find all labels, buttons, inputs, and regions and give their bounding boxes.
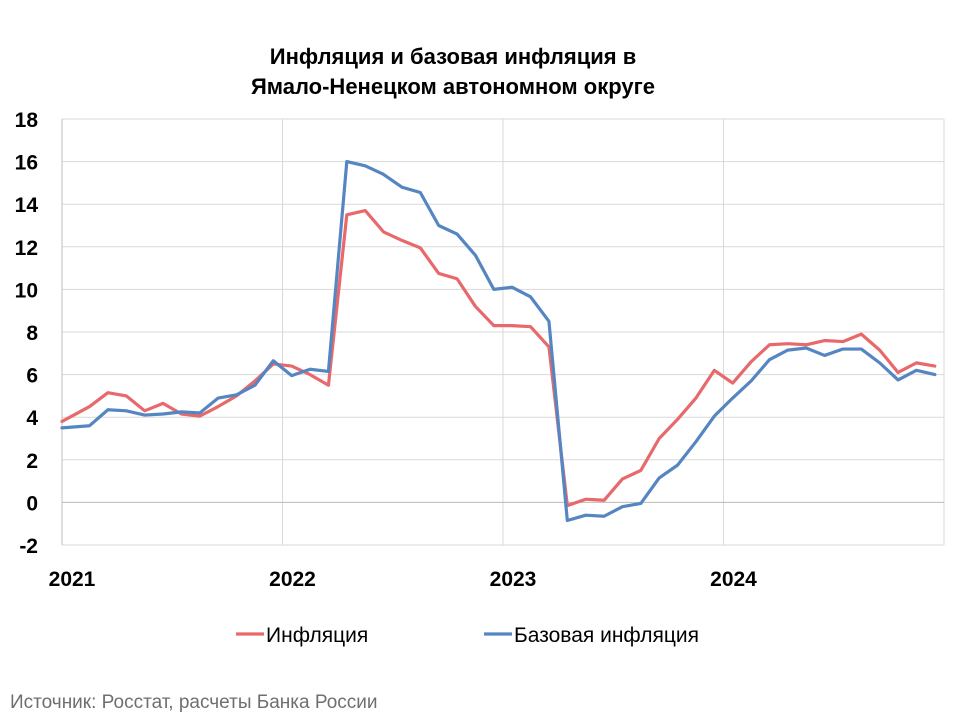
y-tick-label: 10 xyxy=(15,279,38,302)
y-tick-label: 14 xyxy=(15,194,39,217)
y-tick-label: 16 xyxy=(15,152,38,175)
y-tick-label: 6 xyxy=(26,365,38,388)
y-tick-label: 0 xyxy=(26,492,38,515)
y-tick-label: 8 xyxy=(26,322,38,345)
x-tick-label: 2024 xyxy=(710,568,757,591)
legend-label-2: Базовая инфляция xyxy=(514,624,699,647)
x-tick-label: 2023 xyxy=(490,568,537,591)
chart-title-line1: Инфляция и базовая инфляция в xyxy=(269,44,637,69)
y-tick-label: 2 xyxy=(26,450,38,473)
series-line-1 xyxy=(60,208,937,508)
source-note: Источник: Росстат, расчеты Банка России xyxy=(10,692,378,713)
chart-title-line2: Ямало-Ненецком автономном округе xyxy=(250,74,656,99)
legend-label-1: Инфляция xyxy=(266,624,368,647)
x-tick-label: 2022 xyxy=(269,568,316,591)
y-tick-label: 4 xyxy=(26,407,38,430)
y-tick-label: -2 xyxy=(19,535,38,558)
y-tick-label: 18 xyxy=(15,109,39,132)
line-chart: 18 16 14 12 10 8 6 4 2 0 -2 2021 2022 2023 2024 Инфляци… xyxy=(15,109,945,647)
series-line-2 xyxy=(60,160,937,523)
chart-title: Инфляция и базовая инфляция в Ямало-Нене… xyxy=(0,42,906,102)
y-tick-label: 12 xyxy=(15,237,38,260)
x-tick-label: 2021 xyxy=(49,568,96,591)
